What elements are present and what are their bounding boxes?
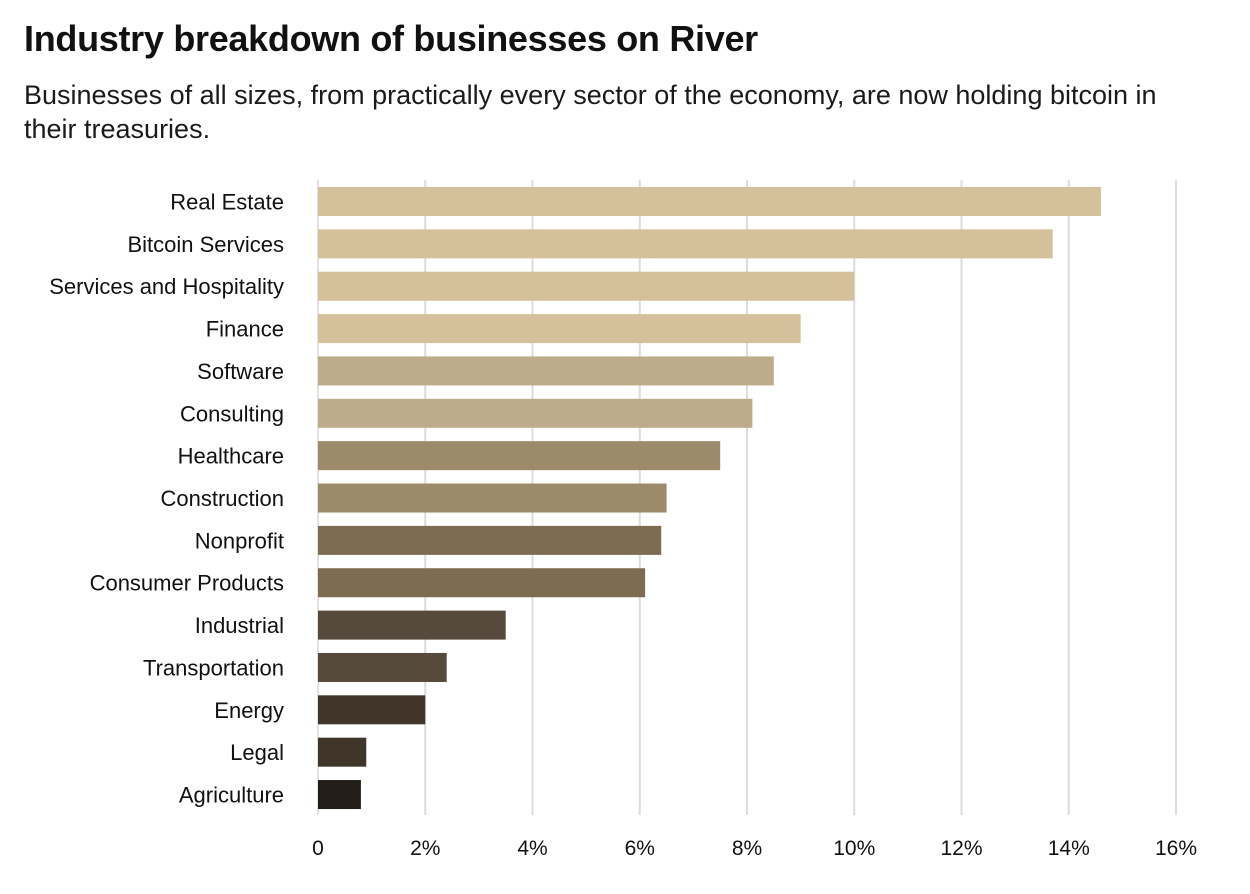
category-label-finance: Finance xyxy=(206,317,284,342)
chart-title: Industry breakdown of businesses on Rive… xyxy=(24,18,758,59)
bar-real-estate xyxy=(318,187,1101,216)
bar-transportation xyxy=(318,652,447,682)
category-label-software: Software xyxy=(197,359,284,384)
category-label-bitcoin-services: Bitcoin Services xyxy=(127,232,284,257)
category-label-agriculture: Agriculture xyxy=(179,783,284,808)
chart-subtitle: Businesses of all sizes, from practicall… xyxy=(24,80,1157,144)
category-label-industrial: Industrial xyxy=(195,613,284,638)
bar-bitcoin-services xyxy=(318,229,1053,259)
category-label-real-estate: Real Estate xyxy=(170,190,284,215)
bar-consulting xyxy=(318,398,753,428)
tick-label-4: 4% xyxy=(517,837,547,860)
category-label-services-and-hospitality: Services and Hospitality xyxy=(49,274,284,299)
bar-legal xyxy=(318,737,367,767)
bar-agriculture xyxy=(318,780,361,810)
x-axis-ticks: 0 2% 4% 6% 8% 10% 12% 14% 16% xyxy=(312,837,1197,860)
category-label-transportation: Transportation xyxy=(143,655,284,680)
tick-label-0: 0 xyxy=(312,837,324,860)
tick-label-2: 2% xyxy=(410,837,440,860)
tick-label-8: 8% xyxy=(732,837,762,860)
category-label-legal: Legal xyxy=(230,740,284,765)
category-label-nonprofit: Nonprofit xyxy=(195,528,284,553)
category-label-consumer-products: Consumer Products xyxy=(90,571,284,596)
tick-label-12: 12% xyxy=(940,837,982,860)
bars xyxy=(318,187,1101,810)
bar-software xyxy=(318,356,774,386)
bar-energy xyxy=(318,695,426,725)
category-label-consulting: Consulting xyxy=(180,401,284,426)
bar-services-and-hospitality xyxy=(318,271,855,301)
bar-nonprofit xyxy=(318,525,662,555)
tick-label-6: 6% xyxy=(625,837,655,860)
bar-construction xyxy=(318,483,667,513)
tick-label-16: 16% xyxy=(1155,837,1197,860)
tick-label-14: 14% xyxy=(1048,837,1090,860)
tick-label-10: 10% xyxy=(833,837,875,860)
category-label-healthcare: Healthcare xyxy=(178,444,284,469)
bar-finance xyxy=(318,314,801,344)
bar-healthcare xyxy=(318,441,721,471)
category-label-energy: Energy xyxy=(214,698,284,723)
category-labels: Real Estate Bitcoin Services Services and … xyxy=(49,190,284,808)
bar-industrial xyxy=(318,610,506,640)
bar-consumer-products xyxy=(318,568,646,598)
category-label-construction: Construction xyxy=(160,486,284,511)
